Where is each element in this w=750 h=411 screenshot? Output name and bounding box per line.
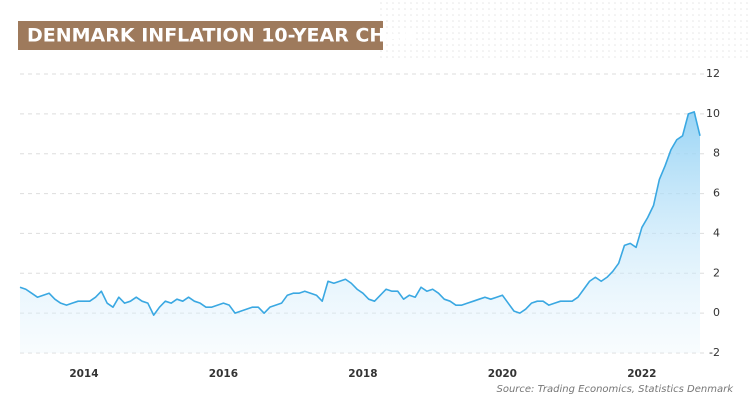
y-tick-label: 4 — [713, 226, 720, 239]
y-tick-label: 12 — [706, 67, 720, 80]
title-box — [18, 21, 383, 50]
y-tick-label: 0 — [713, 306, 720, 319]
decor — [380, 0, 750, 60]
y-tick-label: 8 — [713, 147, 720, 160]
x-tick-label: 2018 — [348, 368, 377, 380]
y-tick-label: 10 — [706, 107, 720, 120]
source: Source: Trading Economics, Statistics De… — [496, 384, 734, 395]
x-tick-label: 2014 — [69, 368, 98, 380]
x-tick-label: 2016 — [209, 368, 238, 380]
x-tick-label: 2020 — [488, 368, 517, 380]
y-tick-label: 6 — [713, 187, 720, 200]
y-tick-label: 2 — [713, 266, 720, 279]
chart-title: DENMARK INFLATION 10-YEAR CHART — [27, 25, 427, 47]
area — [20, 111, 700, 353]
x-tick-label: 2022 — [627, 368, 656, 380]
line — [19, 111, 701, 316]
y-tick-label: -2 — [709, 346, 720, 359]
